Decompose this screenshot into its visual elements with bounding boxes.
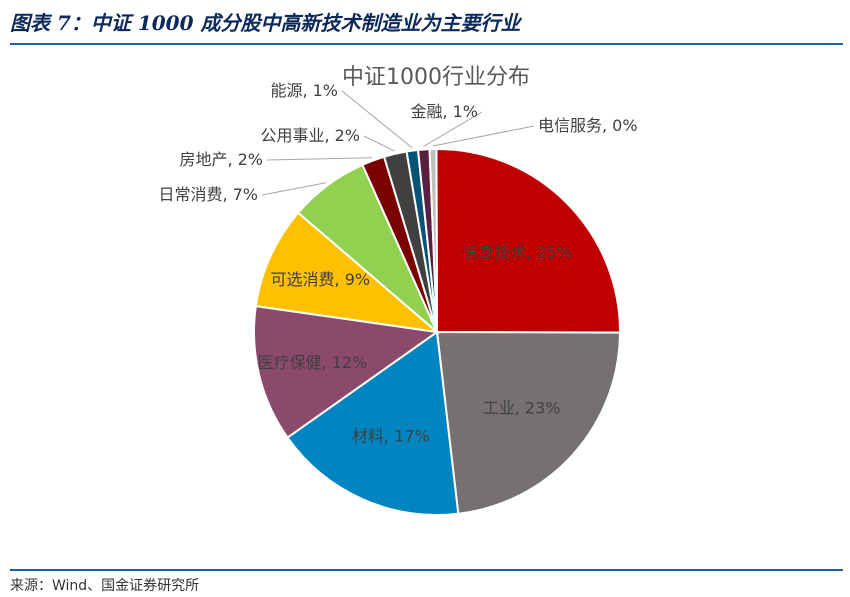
leader-line-11 (432, 125, 535, 147)
leader-line-8 (363, 135, 395, 152)
slice-label-1: 信息技术, 25% (462, 243, 572, 262)
pie-slice-3 (286, 330, 460, 517)
leader-line-9 (341, 90, 413, 149)
source-note: 来源：Wind、国金证券研究所 (10, 578, 200, 594)
leader-line-7 (266, 157, 373, 161)
pie-labels: 信息技术, 25% 工业, 23% 材料, 17% 医疗保健, 12% 可选消费, 9%… (158, 81, 637, 446)
pie-slice-2 (435, 330, 622, 515)
slice-label-6: 日常消费, 7% (158, 185, 258, 204)
top-rule (10, 43, 843, 45)
figure-title: 图表 7：中证 1000 成分股中高新技术制造业为主要行业 (10, 11, 521, 35)
slice-label-2: 工业, 23% (483, 399, 561, 418)
leader-line-10 (423, 111, 483, 147)
leader-line-6 (261, 182, 326, 196)
pie-slice-1 (435, 147, 622, 334)
pie-slice-4 (253, 304, 440, 439)
pie-slice-5 (254, 211, 441, 334)
slice-label-3: 材料, 17% (352, 427, 430, 446)
chart-title: 中证1000行业分布 (342, 65, 530, 90)
slice-label-8: 公用事业, 2% (260, 126, 360, 145)
slice-label-9: 能源, 1% (270, 81, 338, 100)
pie-slice-11 (428, 147, 438, 333)
slice-label-5: 可选消费, 9% (271, 270, 371, 289)
slice-label-4: 医疗保健, 12% (258, 353, 368, 372)
pie-slices (253, 147, 622, 517)
slice-label-10: 金融, 1% (410, 102, 478, 121)
slice-label-7: 房地产, 2% (179, 150, 263, 169)
slice-label-11: 电信服务, 0% (538, 116, 638, 135)
bottom-rule (10, 569, 843, 571)
